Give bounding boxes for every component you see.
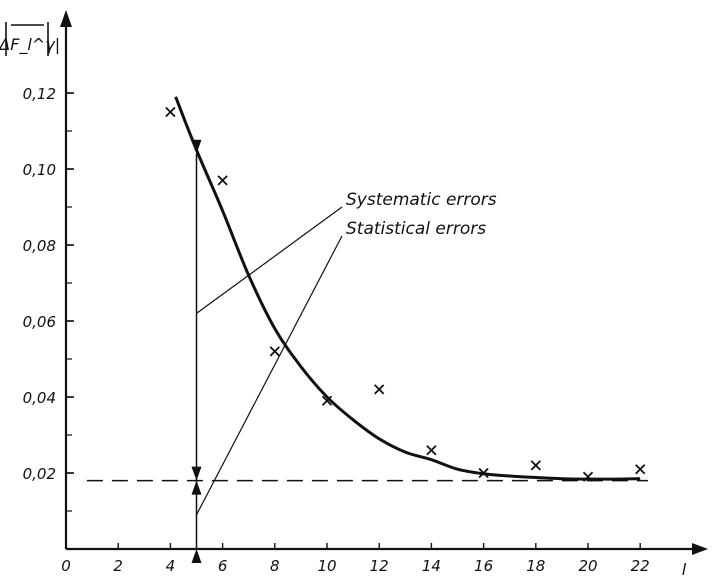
fit-curve xyxy=(174,96,641,481)
y-title-text: |ΔF_l^γ| xyxy=(0,35,60,55)
marker-stroke xyxy=(635,464,646,475)
y-axis-arrow xyxy=(60,10,72,27)
error-arrow-head xyxy=(191,139,202,154)
x-axis-arrow xyxy=(692,543,708,555)
ticks: 0 2 4 6 8 10 12 14 16 18 20 22 0,02 0,04 0,06 0,08 0,10 0… xyxy=(23,85,650,575)
data-point-marker xyxy=(269,346,280,357)
data-point-marker xyxy=(321,395,333,406)
marker-stroke xyxy=(217,175,228,186)
x-tick-label: 10 xyxy=(317,557,336,575)
data-point-marker xyxy=(635,464,646,475)
x-tick-label: 6 xyxy=(218,557,228,575)
marker-stroke xyxy=(426,445,437,456)
x-tick-label: 20 xyxy=(578,557,597,575)
data-point-marker xyxy=(530,460,541,471)
x-tick-label: 14 xyxy=(422,557,441,575)
marker-stroke xyxy=(321,395,333,406)
x-tick-label: 22 xyxy=(631,557,650,575)
error-arrow-head xyxy=(191,466,202,481)
x-axis-title: l xyxy=(682,560,687,579)
data-point-marker xyxy=(426,445,437,456)
data-point-marker xyxy=(374,384,385,395)
data-point-marker xyxy=(478,467,489,479)
x-tick-label: 16 xyxy=(474,557,493,575)
y-tick-label: 0,12 xyxy=(23,85,56,103)
x-tick-label: 12 xyxy=(370,557,389,575)
x-tick-label: 18 xyxy=(526,557,545,575)
annotation-label: Systematic errors xyxy=(346,190,497,210)
marker-stroke xyxy=(582,471,594,482)
y-tick-label: 0,08 xyxy=(23,237,56,255)
fit-curve-group xyxy=(174,96,641,481)
data-point-marker xyxy=(582,471,594,482)
marker-stroke xyxy=(269,346,280,357)
marker-stroke xyxy=(165,106,176,118)
error-arrows xyxy=(191,139,202,563)
marker-stroke xyxy=(374,384,385,395)
marker-stroke xyxy=(478,467,489,479)
y-tick-label: 0,04 xyxy=(23,389,56,407)
axes: l |ΔF_l^γ| xyxy=(0,10,708,579)
y-tick-label: 0,02 xyxy=(23,465,56,483)
data-points xyxy=(165,106,646,482)
y-tick-label: 0,06 xyxy=(23,313,56,331)
annotation-label: Statistical errors xyxy=(346,219,486,239)
y-tick-label: 0,10 xyxy=(23,161,56,179)
x-tick-label: 4 xyxy=(166,557,176,575)
x-tick-label: 2 xyxy=(113,557,123,575)
data-point-marker xyxy=(165,106,176,118)
y-axis-title: |ΔF_l^γ| xyxy=(0,22,60,56)
annotations: Systematic errors Statistical errors xyxy=(195,190,497,516)
error-arrow-head xyxy=(191,549,202,563)
annotation-leader-line xyxy=(195,235,343,516)
x-tick-label: 0 xyxy=(61,557,71,575)
marker-stroke xyxy=(530,460,541,471)
x-tick-label: 8 xyxy=(270,557,280,575)
annotation-leader-line xyxy=(196,206,343,314)
data-point-marker xyxy=(217,175,228,186)
